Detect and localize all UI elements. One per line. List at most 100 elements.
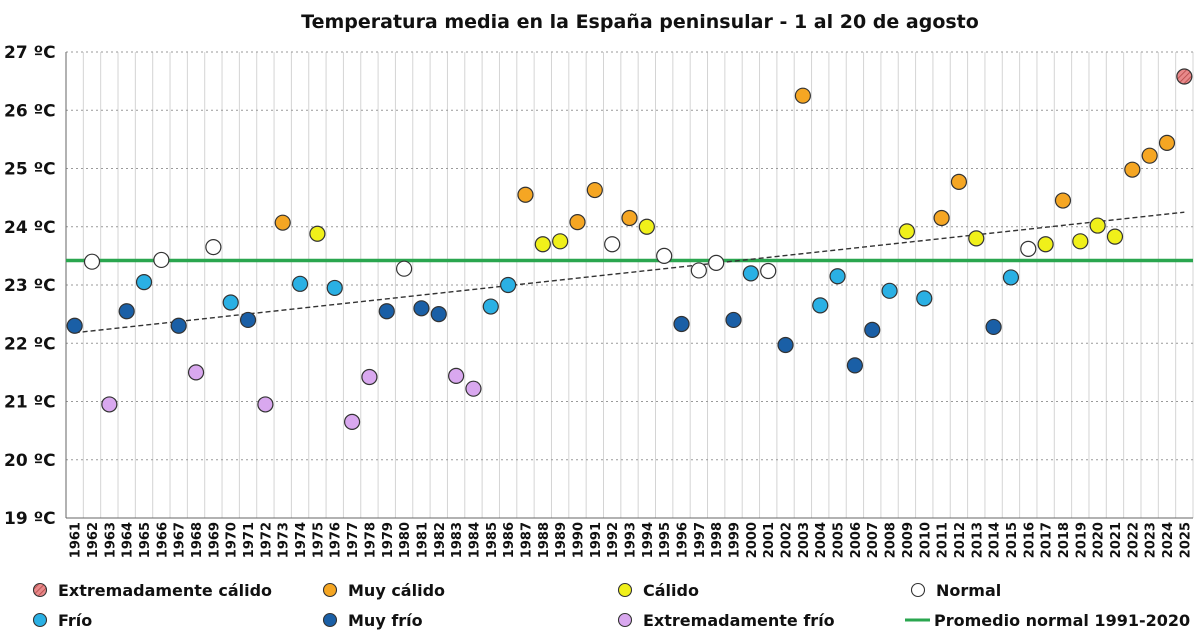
chart-title: Temperatura media en la España peninsula… <box>301 11 979 33</box>
data-point-1965 <box>135 273 153 291</box>
data-points <box>66 68 1193 430</box>
x-tick-label: 1996 <box>676 522 691 558</box>
x-tick-label: 2004 <box>814 522 829 558</box>
data-point-1993 <box>621 209 638 227</box>
x-tick-label: 1961 <box>69 522 84 558</box>
legend-swatch <box>910 582 926 598</box>
x-tick-label: 1988 <box>537 522 552 558</box>
data-point-1995 <box>656 247 673 264</box>
data-point-1981 <box>413 300 430 317</box>
x-tick-label: 1984 <box>467 522 482 558</box>
data-point-2015 <box>1002 269 1020 286</box>
data-point-1982 <box>430 306 447 323</box>
x-tick-label: 1973 <box>277 522 292 558</box>
data-point-1973 <box>274 214 291 231</box>
x-tick-label: 1991 <box>589 522 604 558</box>
data-point-1983 <box>448 367 465 384</box>
y-tick-label: 19 ºC <box>4 509 56 529</box>
y-tick-label: 20 ºC <box>4 451 56 471</box>
data-point-1961 <box>66 317 83 334</box>
y-tick-label: 23 ºC <box>4 276 56 296</box>
x-tick-label: 1995 <box>658 522 673 558</box>
x-tick-label: 2021 <box>1109 522 1124 558</box>
data-point-2005 <box>829 268 846 285</box>
x-tick-label: 2025 <box>1178 522 1193 558</box>
trend-line <box>74 211 1185 334</box>
legend-swatch <box>617 612 633 628</box>
x-tick-label: 2017 <box>1040 522 1055 558</box>
reference-lines <box>66 211 1193 334</box>
data-point-2019 <box>1072 233 1089 250</box>
data-point-2007 <box>864 321 881 338</box>
legend-label: Muy frío <box>348 611 423 630</box>
data-point-1963 <box>101 396 118 413</box>
data-point-1966 <box>153 251 170 269</box>
data-point-2022 <box>1124 161 1141 178</box>
x-tick-label: 2008 <box>884 522 899 558</box>
x-tick-label: 2024 <box>1161 522 1176 558</box>
data-point-1974 <box>291 275 309 292</box>
x-tick-label: 1970 <box>225 522 240 558</box>
y-tick-label: 25 ºC <box>4 160 56 180</box>
legend-swatch <box>617 582 633 598</box>
x-tick-label: 2018 <box>1057 522 1072 558</box>
data-point-1972 <box>257 396 274 413</box>
data-point-2008 <box>881 282 898 299</box>
x-tick-label: 2023 <box>1144 522 1159 558</box>
x-tick-label: 1993 <box>624 522 639 558</box>
y-tick-label: 22 ºC <box>4 334 56 354</box>
data-point-1987 <box>517 186 534 203</box>
x-tick-label: 1989 <box>554 522 569 558</box>
x-tick-label: 1978 <box>363 522 378 558</box>
data-point-1988 <box>534 236 551 253</box>
data-point-1997 <box>690 262 707 279</box>
data-point-1970 <box>222 294 239 311</box>
data-point-2003 <box>794 87 811 104</box>
data-point-1985 <box>482 298 499 315</box>
data-point-1977 <box>343 413 361 430</box>
data-point-2004 <box>812 297 829 314</box>
x-tick-label: 1994 <box>641 522 656 558</box>
data-point-1980 <box>396 260 413 277</box>
x-tick-label: 1997 <box>693 522 708 558</box>
data-point-2013 <box>968 230 985 247</box>
data-point-2011 <box>933 209 950 227</box>
data-point-1978 <box>361 368 378 386</box>
x-tick-label: 1974 <box>294 522 309 558</box>
x-tick-label: 1967 <box>173 522 188 558</box>
y-axis-ticks: 19 ºC 20 ºC 21 ºC 22 ºC 23 ºC 24 ºC 25 ºC 26 ºC… <box>4 43 56 529</box>
data-point-1991 <box>586 181 603 199</box>
x-tick-label: 2007 <box>866 522 881 558</box>
x-tick-label: 1962 <box>86 522 101 558</box>
data-point-2016 <box>1020 240 1037 257</box>
data-point-1971 <box>239 311 257 329</box>
x-tick-label: 2010 <box>918 522 933 558</box>
data-point-1969 <box>205 239 222 256</box>
x-tick-label: 1977 <box>346 522 361 558</box>
legend-label: Extremadamente cálido <box>58 581 272 600</box>
x-tick-label: 1981 <box>415 522 430 558</box>
x-tick-label: 2019 <box>1074 522 1089 558</box>
y-tick-label: 27 ºC <box>4 43 56 63</box>
x-tick-label: 2013 <box>970 522 985 558</box>
data-point-1976 <box>326 279 343 297</box>
x-tick-label: 1983 <box>450 522 465 558</box>
data-point-1967 <box>170 317 187 334</box>
x-tick-label: 1965 <box>138 522 153 558</box>
x-tick-label: 2016 <box>1022 522 1037 558</box>
data-point-2010 <box>916 290 933 307</box>
legend-label: Cálido <box>643 581 699 600</box>
data-point-1992 <box>604 236 621 253</box>
x-tick-label: 2002 <box>780 522 795 558</box>
data-point-1994 <box>638 218 655 235</box>
x-tick-label: 2012 <box>953 522 968 558</box>
data-point-1986 <box>500 276 517 294</box>
x-tick-label: 1972 <box>259 522 274 558</box>
data-point-2006 <box>846 357 864 374</box>
data-point-2025 <box>1176 68 1193 85</box>
x-tick-label: 2001 <box>762 522 777 558</box>
x-tick-label: 1998 <box>710 522 725 558</box>
x-tick-label: 2014 <box>988 522 1003 558</box>
data-point-2001 <box>760 262 777 280</box>
x-tick-label: 2022 <box>1126 522 1141 558</box>
